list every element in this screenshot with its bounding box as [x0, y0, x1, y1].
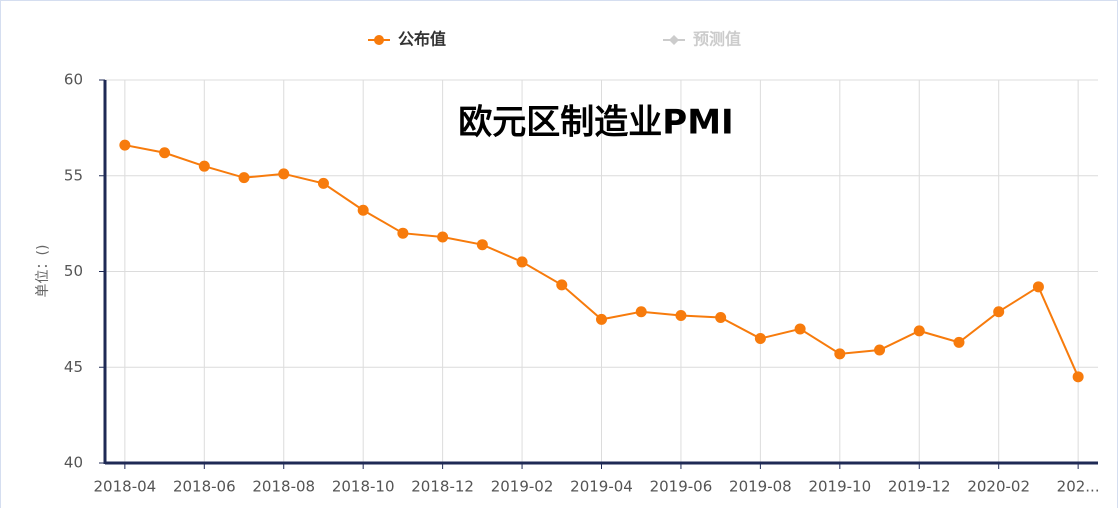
- legend-marker: [374, 35, 384, 45]
- data-point: [198, 160, 210, 172]
- x-tick-label: 2018-06: [173, 478, 236, 496]
- data-point: [159, 147, 171, 159]
- data-point: [635, 306, 647, 318]
- x-tick-label: 2018-10: [332, 478, 395, 496]
- x-tick-label: 2018-12: [411, 478, 474, 496]
- y-tick-label: 40: [64, 454, 83, 472]
- data-point: [1072, 371, 1084, 383]
- data-point: [516, 256, 528, 268]
- data-point: [675, 310, 687, 322]
- x-tick-label: 202...: [1057, 478, 1100, 496]
- y-tick-label: 55: [64, 166, 83, 184]
- legend-label: 公布值: [398, 30, 446, 49]
- chart-title: 欧元区制造业PMI: [458, 103, 733, 143]
- data-point: [1032, 281, 1044, 293]
- x-tick-label: 2019-08: [729, 478, 792, 496]
- data-point: [953, 336, 965, 348]
- data-point: [556, 279, 568, 291]
- data-point: [913, 325, 925, 337]
- data-point: [278, 168, 290, 180]
- x-tick-label: 2019-10: [808, 478, 871, 496]
- y-tick-label: 45: [64, 358, 83, 376]
- data-point: [119, 139, 131, 151]
- x-tick-label: 2019-04: [570, 478, 633, 496]
- data-point: [794, 323, 806, 335]
- data-point: [715, 311, 727, 323]
- data-point: [874, 344, 886, 356]
- x-tick-label: 2020-02: [967, 478, 1030, 496]
- y-tick-label: 50: [64, 262, 83, 280]
- data-point: [317, 177, 329, 189]
- x-tick-label: 2019-02: [491, 478, 554, 496]
- data-point: [476, 239, 488, 251]
- x-tick-label: 2019-12: [888, 478, 951, 496]
- legend-marker: [669, 35, 679, 45]
- x-tick-label: 2018-08: [252, 478, 315, 496]
- x-tick-label: 2019-06: [650, 478, 713, 496]
- x-tick-label: 2018-04: [94, 478, 157, 496]
- y-axis-label: 单位：(): [35, 245, 51, 298]
- data-point: [596, 313, 607, 325]
- data-point: [754, 333, 766, 345]
- data-point: [238, 172, 250, 184]
- legend-label: 预测值: [693, 30, 741, 49]
- data-point: [437, 231, 449, 243]
- y-tick-label: 60: [64, 71, 83, 89]
- data-point: [834, 348, 846, 360]
- data-point: [993, 306, 1005, 318]
- data-point: [397, 227, 409, 239]
- data-point: [357, 204, 369, 216]
